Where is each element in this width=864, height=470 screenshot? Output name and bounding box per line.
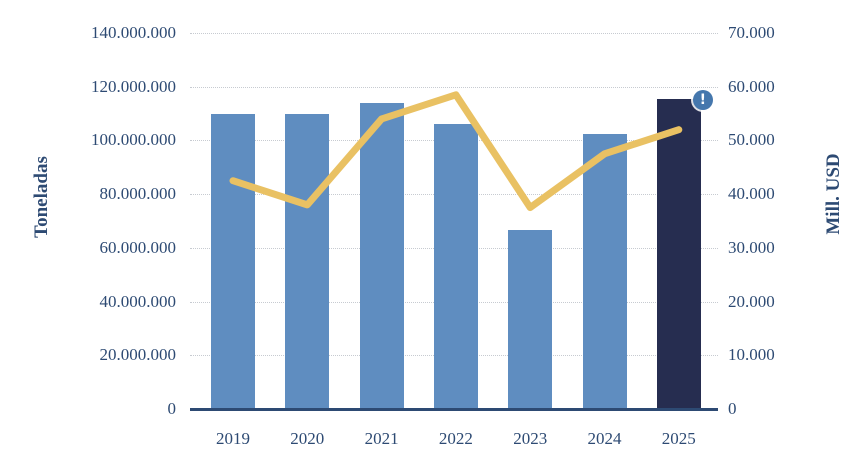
left-axis-tick-label: 100.000.000 [91,130,176,150]
right-axis-tick-label: 20.000 [728,291,775,311]
x-axis-line [190,408,718,411]
x-axis-year-label: 2019 [216,429,250,448]
info-exclamation-badge[interactable]: ! [692,89,713,110]
toneladas-bar [656,98,701,410]
left-axis-tick-label: 80.000.000 [99,184,177,204]
right-axis-tick-label: 60.000 [728,76,775,96]
left-axis-tick-label: 140.000.000 [91,23,176,42]
x-axis-year-label: 2025 [661,429,696,448]
right-axis-tick-label: 50.000 [728,130,775,150]
right-axis-tick-label: 10.000 [728,345,775,365]
x-axis-year-label: 2021 [364,429,399,448]
toneladas-bar [285,113,330,410]
toneladas-bar [211,113,255,410]
toneladas-bar [359,102,404,410]
right-axis-tick-label: 70.000 [728,23,775,42]
right-axis-tick-label: 40.000 [728,184,775,204]
right-axis-tick-label: 0 [728,399,737,418]
x-axis-year-label: 2023 [513,429,548,448]
toneladas-bar [582,133,627,410]
left-axis-tick-label: 0 [167,399,177,418]
left-axis-tick-label: 120.000.000 [91,76,176,96]
right-axis-tick-label: 30.000 [728,237,775,257]
x-axis-year-label: 2020 [290,429,325,448]
gridline [190,33,718,34]
left-axis-tick-label: 60.000.000 [99,237,177,257]
left-axis-tick-label: 20.000.000 [99,345,177,365]
left-axis-tick-label: 40.000.000 [99,291,177,311]
gridline [190,86,718,88]
toneladas-bar [508,230,553,410]
toneladas-bar [433,124,478,410]
x-axis-year-label: 2022 [438,429,473,448]
x-axis-year-label: 2024 [587,429,622,448]
